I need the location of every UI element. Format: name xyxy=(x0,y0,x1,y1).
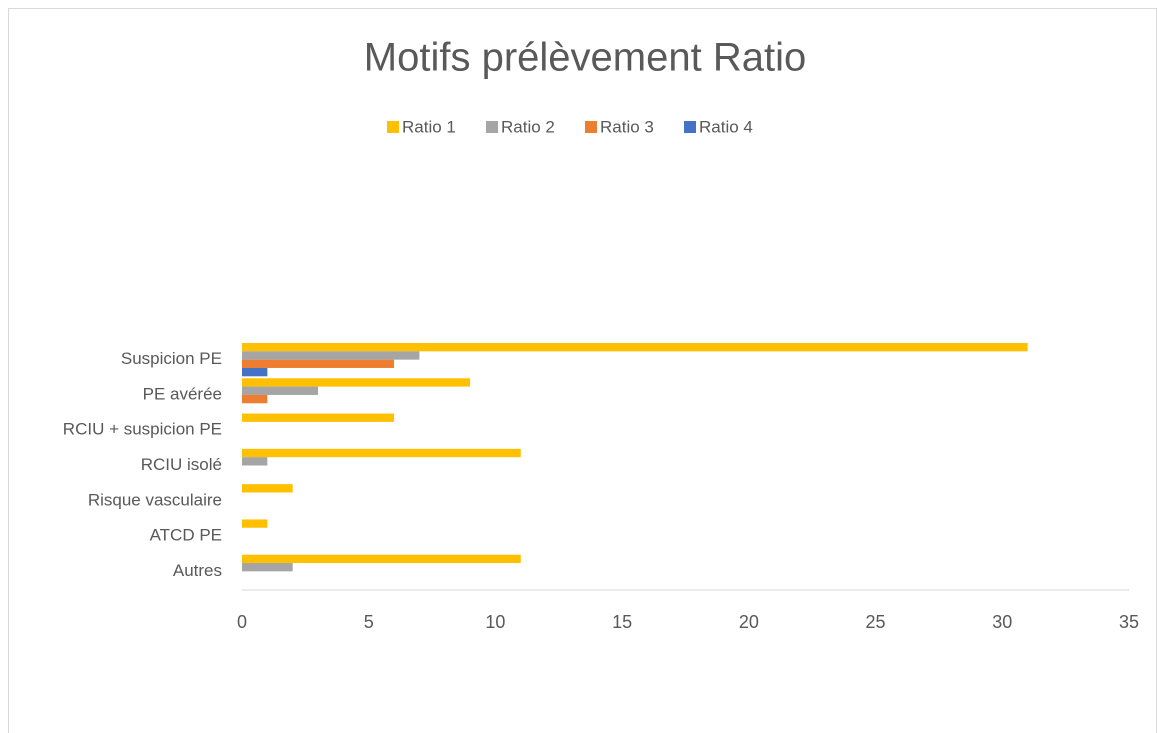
legend-label: Ratio 4 xyxy=(699,117,753,136)
chart-border xyxy=(8,8,1157,733)
bar xyxy=(242,351,420,360)
y-tick-label: Suspicion PE xyxy=(121,349,222,368)
chart-title: Motifs prélèvement Ratio xyxy=(364,36,806,80)
bar xyxy=(242,519,268,528)
y-tick-label: Risque vasculaire xyxy=(88,490,222,509)
bar xyxy=(242,448,521,458)
y-tick-label: RCIU isolé xyxy=(141,455,222,474)
x-tick-label: 35 xyxy=(1119,612,1139,632)
x-tick-label: 10 xyxy=(485,612,505,632)
bar xyxy=(242,554,521,564)
legend-swatch xyxy=(684,121,696,133)
legend-label: Ratio 1 xyxy=(402,117,456,136)
bar xyxy=(242,359,395,368)
x-tick-label: 30 xyxy=(992,612,1012,632)
legend-label: Ratio 2 xyxy=(501,117,555,136)
y-tick-label: RCIU + suspicion PE xyxy=(63,420,222,439)
bar xyxy=(242,457,268,466)
y-tick-label: PE avérée xyxy=(143,384,222,403)
bar xyxy=(242,563,293,572)
x-tick-label: 15 xyxy=(612,612,632,632)
legend-label: Ratio 3 xyxy=(600,117,654,136)
bar xyxy=(242,343,1028,352)
legend-swatch xyxy=(585,121,597,133)
y-tick-label: Autres xyxy=(173,561,222,580)
bar xyxy=(242,484,293,493)
x-tick-label: 25 xyxy=(866,612,886,632)
x-tick-label: 20 xyxy=(739,612,759,632)
y-tick-label: ATCD PE xyxy=(150,526,222,545)
bar xyxy=(242,378,471,387)
legend: Ratio 1 Ratio 2 Ratio 3 Ratio 4 xyxy=(387,117,753,136)
x-tick-label: 0 xyxy=(237,612,247,632)
bar xyxy=(242,386,319,395)
bar xyxy=(242,367,268,377)
legend-swatch xyxy=(387,121,399,133)
x-tick-label: 5 xyxy=(364,612,374,632)
legend-swatch xyxy=(486,121,498,133)
bar xyxy=(242,413,395,422)
bar xyxy=(242,394,268,404)
